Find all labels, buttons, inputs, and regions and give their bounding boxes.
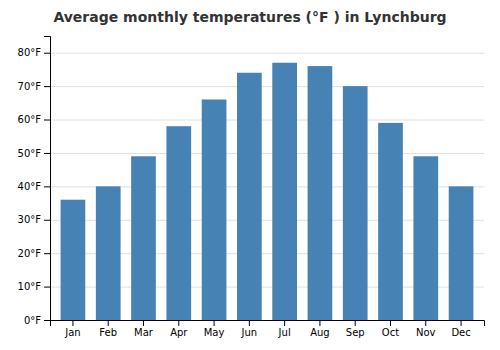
x-tick-mark xyxy=(355,320,356,326)
x-tick: Jan xyxy=(64,320,80,338)
y-tick-label: 10°F xyxy=(18,281,42,292)
x-tick-label: Feb xyxy=(99,327,117,338)
y-tick: 70°F xyxy=(18,81,50,92)
x-tick-label: Mar xyxy=(134,327,154,338)
y-tick-mark xyxy=(44,120,50,121)
y-axis-line xyxy=(44,37,51,321)
grid xyxy=(50,53,484,320)
x-tick-mark xyxy=(178,320,179,326)
grid-tick xyxy=(50,53,484,54)
bar xyxy=(449,186,474,320)
x-tick-mark xyxy=(390,320,391,326)
x-tick-label: Oct xyxy=(382,327,399,338)
bar xyxy=(237,73,262,320)
bar xyxy=(131,156,156,320)
y-tick: 0°F xyxy=(24,315,50,326)
y-tick-label: 0°F xyxy=(24,315,41,326)
x-tick-mark xyxy=(249,320,250,326)
y-tick: 50°F xyxy=(18,148,50,159)
x-tick-mark xyxy=(72,320,73,326)
chart: Jan Feb Mar Apr May Jun Jul Aug Sep Oct Nov Dec 0°F 1… xyxy=(0,0,500,350)
x-tick-mark xyxy=(425,320,426,326)
x-tick: May xyxy=(204,320,225,338)
bar xyxy=(202,99,227,320)
x-tick: Feb xyxy=(99,320,117,338)
x-tick-mark xyxy=(319,320,320,326)
grid-tick xyxy=(50,120,484,121)
y-tick-mark xyxy=(44,220,50,221)
y-tick: 10°F xyxy=(18,281,50,292)
x-axis-line xyxy=(51,321,485,327)
x-tick-label: Jan xyxy=(64,327,80,338)
x-tick-label: Apr xyxy=(170,327,188,338)
x-tick-label: May xyxy=(204,327,225,338)
bar xyxy=(413,156,438,320)
grid-tick xyxy=(50,153,484,154)
y-tick: 20°F xyxy=(18,248,50,259)
bar xyxy=(308,66,333,320)
y-tick-mark xyxy=(44,86,50,87)
x-tick-label: Sep xyxy=(346,327,365,338)
bar xyxy=(378,123,403,320)
grid-tick xyxy=(50,86,484,87)
x-tick: Jul xyxy=(278,320,291,338)
y-tick-label: 60°F xyxy=(18,114,42,125)
x-tick-mark xyxy=(108,320,109,326)
bar xyxy=(166,126,191,320)
y-tick-mark xyxy=(44,153,50,154)
x-tick: Jun xyxy=(241,320,258,338)
x-tick-label: Nov xyxy=(416,327,436,338)
x-tick: Oct xyxy=(382,320,399,338)
y-tick-label: 50°F xyxy=(18,148,42,159)
y-tick: 30°F xyxy=(18,214,50,225)
plot: Jan Feb Mar Apr May Jun Jul Aug Sep Oct Nov Dec 0°F 1… xyxy=(18,37,485,339)
y-tick-label: 70°F xyxy=(18,81,42,92)
x-tick: Sep xyxy=(346,320,365,338)
y-tick-mark xyxy=(44,320,50,321)
x-tick-mark xyxy=(461,320,462,326)
x-tick: Mar xyxy=(134,320,154,338)
y-tick-mark xyxy=(44,186,50,187)
title: Average monthly temperatures (°F ) in Ly… xyxy=(53,9,446,25)
y-tick-label: 20°F xyxy=(18,248,42,259)
x-tick: Dec xyxy=(451,320,470,338)
x-tick: Apr xyxy=(170,320,188,338)
x-tick-label: Aug xyxy=(310,327,330,338)
grid-line xyxy=(50,53,484,54)
y-tick-mark xyxy=(44,253,50,254)
bar xyxy=(343,86,368,320)
y-tick-label: 30°F xyxy=(18,214,42,225)
bar xyxy=(61,200,86,320)
y-tick-mark xyxy=(44,53,50,54)
x-tick-mark xyxy=(143,320,144,326)
y-tick: 80°F xyxy=(18,47,50,58)
x-tick: Aug xyxy=(310,320,330,338)
y-tick-mark xyxy=(44,287,50,288)
bars xyxy=(61,63,474,320)
y-tick-label: 80°F xyxy=(18,47,42,58)
x-tick-label: Jun xyxy=(241,327,258,338)
y-tick: 60°F xyxy=(18,114,50,125)
y-tick: 40°F xyxy=(18,181,50,192)
y-tick-label: 40°F xyxy=(18,181,42,192)
y-axis: 0°F 10°F 20°F 30°F 40°F 50°F 60°F 70°F 80°F xyxy=(18,37,51,326)
x-tick-label: Dec xyxy=(451,327,470,338)
x-tick-mark xyxy=(284,320,285,326)
x-tick-label: Jul xyxy=(278,327,291,338)
x-axis: Jan Feb Mar Apr May Jun Jul Aug Sep Oct Nov Dec xyxy=(51,320,485,338)
bar xyxy=(96,186,121,320)
x-tick-mark xyxy=(214,320,215,326)
x-tick: Nov xyxy=(416,320,436,338)
grid-line xyxy=(50,120,484,121)
grid-line xyxy=(50,153,484,154)
grid-line xyxy=(50,86,484,87)
bar xyxy=(272,63,297,320)
